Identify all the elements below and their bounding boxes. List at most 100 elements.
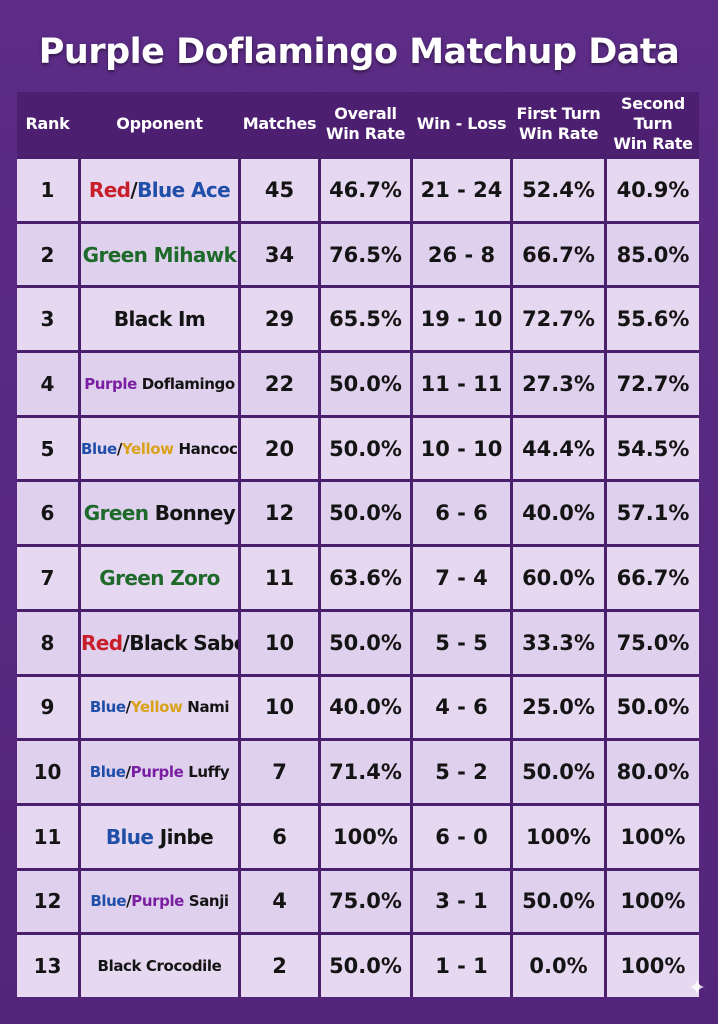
opponent-name-part: Blue <box>90 892 127 911</box>
table-header: Rank Opponent Matches Overall Win Rate Win - … <box>17 92 699 159</box>
opponent-cell: Green Zoro <box>81 547 241 612</box>
win-loss-cell: 1 - 1 <box>413 935 513 997</box>
matches-cell: 11 <box>241 547 321 612</box>
opponent-name-part: Blue <box>89 698 126 717</box>
column-header-line: Second <box>621 94 685 113</box>
table-row: 13 Black Crocodile 2 50.0% 1 - 1 0.0% 100% <box>17 935 699 997</box>
second-turn-win-rate-cell: 100% <box>607 870 699 936</box>
opponent-name-part: Blue <box>105 824 154 849</box>
table-row: 7 Green Zoro 11 63.6% 7 - 4 60.0% 66.7% <box>17 547 699 612</box>
matches-cell: 6 <box>241 805 321 871</box>
matchup-table: Rank Opponent Matches Overall Win Rate Win - … <box>17 92 699 997</box>
rank-cell: 12 <box>17 870 81 936</box>
column-header-win-loss: Win - Loss <box>413 92 513 159</box>
matches-cell: 2 <box>241 935 321 997</box>
matches-cell: 12 <box>241 482 321 548</box>
overall-win-rate-cell: 63.6% <box>321 547 413 612</box>
opponent-name-part: Green Mihawk <box>82 242 237 267</box>
opponent-name-part: / <box>126 892 132 911</box>
second-turn-win-rate-cell: 57.1% <box>607 482 699 548</box>
win-loss-cell: 6 - 6 <box>413 482 513 548</box>
rank-cell: 4 <box>17 353 81 418</box>
opponent-cell: Red/Black Sabo <box>81 611 241 677</box>
opponent-cell: Blue/Purple Luffy <box>81 741 241 806</box>
rank-cell: 1 <box>17 159 81 224</box>
opponent-name-part: Sanji <box>183 892 229 911</box>
second-turn-win-rate-cell: 85.0% <box>607 223 699 289</box>
win-loss-cell: 7 - 4 <box>413 547 513 612</box>
first-turn-win-rate-cell: 25.0% <box>513 676 607 742</box>
matchup-table-container: Rank Opponent Matches Overall Win Rate Win - … <box>17 92 699 997</box>
opponent-name-part: Blue <box>81 439 117 458</box>
opponent-name-part: Green Zoro <box>99 565 220 590</box>
table-body: 1 Red/Blue Ace 45 46.7% 21 - 24 52.4% 40.9% 2 Gr… <box>17 159 699 997</box>
matches-cell: 4 <box>241 870 321 936</box>
rank-cell: 8 <box>17 611 81 677</box>
matches-cell: 45 <box>241 159 321 224</box>
second-turn-win-rate-cell: 40.9% <box>607 159 699 224</box>
rank-cell: 7 <box>17 547 81 612</box>
opponent-cell: Blue/Yellow Nami <box>81 676 241 742</box>
column-header-second-turn-win-rate: Second Turn Win Rate <box>607 92 699 159</box>
overall-win-rate-cell: 100% <box>321 805 413 871</box>
table-row: 2 Green Mihawk 34 76.5% 26 - 8 66.7% 85.0% <box>17 223 699 289</box>
second-turn-win-rate-cell: 80.0% <box>607 741 699 806</box>
rank-cell: 11 <box>17 805 81 871</box>
opponent-name-part: Purple <box>130 763 184 782</box>
table-row: 10 Blue/Purple Luffy 7 71.4% 5 - 2 50.0% 80.0% <box>17 741 699 806</box>
matches-cell: 29 <box>241 288 321 354</box>
rank-cell: 2 <box>17 223 81 289</box>
opponent-name-part: Red <box>88 177 131 202</box>
opponent-cell: Black Crocodile <box>81 935 241 997</box>
matches-cell: 22 <box>241 353 321 418</box>
first-turn-win-rate-cell: 0.0% <box>513 935 607 997</box>
column-header-line: Win Rate <box>325 124 406 143</box>
overall-win-rate-cell: 65.5% <box>321 288 413 354</box>
opponent-name-part: Red <box>81 630 123 655</box>
rank-cell: 5 <box>17 417 81 483</box>
table-row: 6 Green Bonney 12 50.0% 6 - 6 40.0% 57.1% <box>17 482 699 548</box>
table-row: 12 Blue/Purple Sanji 4 75.0% 3 - 1 50.0% 100% <box>17 870 699 936</box>
opponent-name-part: / <box>125 698 132 717</box>
table-row: 5 Blue/Yellow Hancock 20 50.0% 10 - 10 44.4% 5… <box>17 417 699 483</box>
win-loss-cell: 10 - 10 <box>413 417 513 483</box>
second-turn-win-rate-cell: 54.5% <box>607 417 699 483</box>
column-header-opponent: Opponent <box>81 92 241 159</box>
rank-cell: 13 <box>17 935 81 997</box>
opponent-cell: Black Im <box>81 288 241 354</box>
opponent-cell: Green Bonney <box>81 482 241 548</box>
opponent-name-part: / <box>130 177 138 202</box>
opponent-name-part: Purple <box>131 892 184 911</box>
opponent-cell: Blue/Yellow Hancock <box>81 417 241 483</box>
first-turn-win-rate-cell: 50.0% <box>513 870 607 936</box>
overall-win-rate-cell: 50.0% <box>321 353 413 418</box>
first-turn-win-rate-cell: 40.0% <box>513 482 607 548</box>
table-row: 4 Purple Doflamingo 22 50.0% 11 - 11 27.3% 72.… <box>17 353 699 418</box>
column-header-line: Matches <box>242 114 317 133</box>
win-loss-cell: 26 - 8 <box>413 223 513 289</box>
first-turn-win-rate-cell: 72.7% <box>513 288 607 354</box>
column-header-matches: Matches <box>241 92 321 159</box>
rank-cell: 3 <box>17 288 81 354</box>
opponent-name-part: Hancock <box>173 439 241 458</box>
second-turn-win-rate-cell: 50.0% <box>607 676 699 742</box>
opponent-name-part: Bonney <box>148 501 236 526</box>
column-header-line: Rank <box>25 114 70 133</box>
opponent-name-part: Jinbe <box>153 824 214 849</box>
sparkle-icon: ✦ <box>687 976 707 1001</box>
table-row: 1 Red/Blue Ace 45 46.7% 21 - 24 52.4% 40.9% <box>17 159 699 224</box>
opponent-name-part: Black Im <box>113 307 206 332</box>
opponent-name-part: / <box>116 439 123 458</box>
column-header-line: Overall <box>334 104 397 123</box>
header-row: Rank Opponent Matches Overall Win Rate Win - … <box>17 92 699 159</box>
overall-win-rate-cell: 76.5% <box>321 223 413 289</box>
column-header-rank: Rank <box>17 92 81 159</box>
opponent-name-part: Green <box>83 501 149 526</box>
page-title: Purple Doflamingo Matchup Data <box>38 32 680 72</box>
table-row: 9 Blue/Yellow Nami 10 40.0% 4 - 6 25.0% 50.0% <box>17 676 699 742</box>
opponent-name-part: Purple <box>84 374 137 393</box>
overall-win-rate-cell: 71.4% <box>321 741 413 806</box>
opponent-name-part: / <box>125 763 132 782</box>
column-header-line: Win Rate <box>613 134 693 153</box>
matches-cell: 20 <box>241 417 321 483</box>
